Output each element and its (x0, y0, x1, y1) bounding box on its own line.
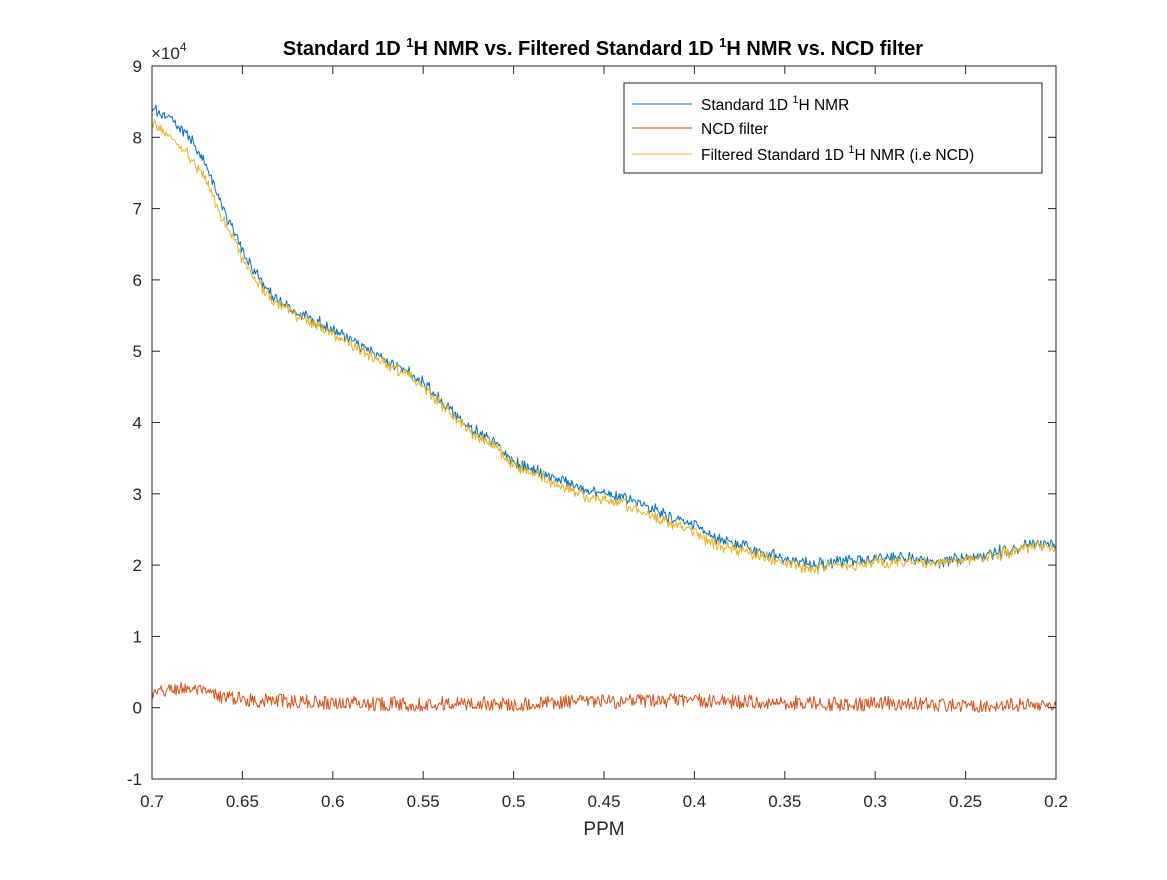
x-tick-label: 0.4 (683, 792, 707, 811)
x-tick-label: 0.5 (502, 792, 526, 811)
plot-area (152, 66, 1056, 779)
x-tick-label: 0.65 (226, 792, 259, 811)
legend-label-ncd: NCD filter (701, 121, 768, 138)
y-tick-label: 9 (133, 57, 142, 76)
y-tick-label: 3 (133, 485, 142, 504)
y-tick-label: -1 (127, 770, 142, 789)
y-tick-label: 0 (133, 699, 142, 718)
x-tick-label: 0.3 (863, 792, 887, 811)
y-tick-label: 5 (133, 342, 142, 361)
chart-title: Standard 1D 1H NMR vs. Filtered Standard… (283, 35, 923, 60)
y-exponent-label: ×104 (151, 40, 187, 63)
y-tick-label: 1 (133, 627, 142, 646)
series-line-standard (151, 104, 1057, 571)
y-tick-label: 2 (133, 556, 142, 575)
y-tick-label: 4 (133, 414, 142, 433)
x-axis-label: PPM (583, 819, 624, 840)
series-line-filtered (151, 120, 1057, 575)
legend-box (623, 82, 1043, 174)
legend-label-standard: Standard 1D 1H NMR (701, 94, 849, 114)
x-tick-label: 0.25 (949, 792, 982, 811)
legend-label-filtered: Filtered Standard 1D 1H NMR (i.e NCD) (701, 144, 974, 164)
x-tick-label: 0.35 (768, 792, 801, 811)
series-line-ncd (151, 681, 1057, 714)
x-tick-label: 0.7 (140, 792, 164, 811)
x-tick-label: 0.2 (1044, 792, 1068, 811)
series-layer (151, 104, 1057, 714)
x-tick-label: 0.55 (407, 792, 440, 811)
x-tick-label: 0.6 (321, 792, 345, 811)
tick-layer: 0.7 0.65 0.6 0.55 0.5 0.45 0.4 0.35 0.3 0.25 0.2 -1… (127, 57, 1068, 811)
x-tick-label: 0.45 (587, 792, 620, 811)
y-tick-label: 7 (133, 200, 142, 219)
legend: Standard 1D 1H NMR NCD filter Filtered S… (623, 82, 1043, 174)
y-tick-label: 6 (133, 271, 142, 290)
y-tick-label: 8 (133, 128, 142, 147)
